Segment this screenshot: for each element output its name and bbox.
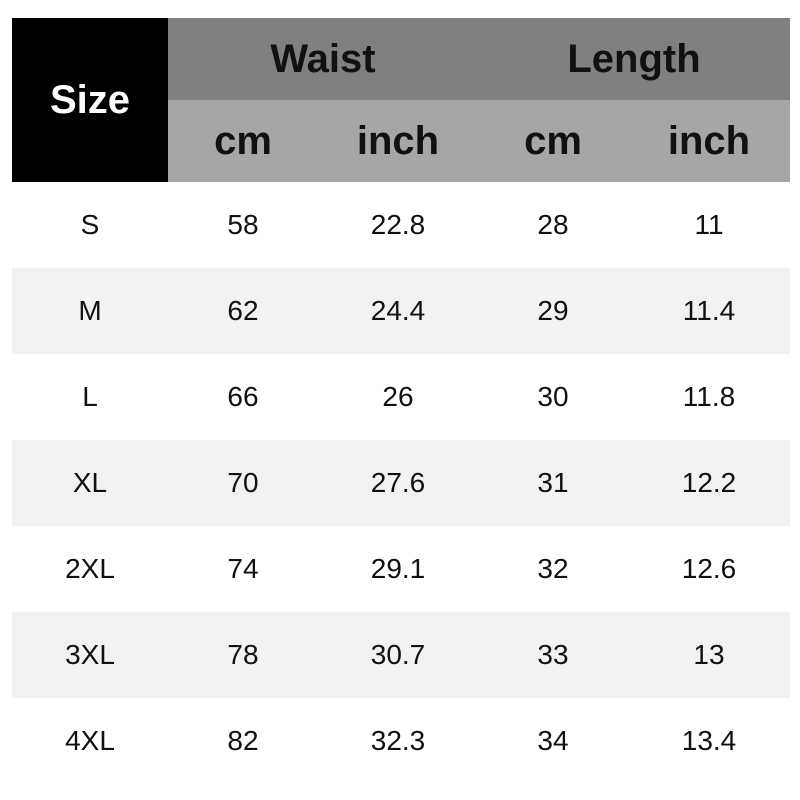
value-cell: 31 [537, 467, 569, 498]
value-cell: 11.4 [682, 295, 736, 326]
row-background [12, 698, 790, 784]
size-cell: S [80, 209, 100, 240]
value-cell: 33 [537, 639, 569, 670]
group-header: Length [478, 18, 790, 100]
value-cell: 13 [693, 639, 725, 670]
value-cell: 26 [382, 381, 414, 412]
size-cell: XL [72, 467, 108, 498]
value-cell: 12.2 [681, 467, 737, 498]
value-cell: 11 [694, 209, 724, 240]
value-cell: 32 [537, 553, 569, 584]
size-cell: L [82, 381, 98, 412]
value-cell: 30.7 [370, 639, 426, 670]
row-background [12, 182, 790, 268]
value-cell: 29 [537, 295, 569, 326]
value-cell: 12.6 [681, 553, 737, 584]
size-cell: 4XL [65, 725, 115, 756]
value-cell: 28 [537, 209, 569, 240]
unit-header: inch [318, 100, 478, 182]
value-cell: 29.1 [370, 553, 426, 584]
value-cell: 13.4 [681, 725, 737, 756]
unit-header: cm [478, 100, 628, 182]
row-background [12, 440, 790, 526]
unit-header: cm [168, 100, 318, 182]
group-header: Waist [168, 18, 478, 100]
row-background [12, 612, 790, 698]
size-cell: 2XL [65, 553, 115, 584]
row-background [12, 526, 790, 612]
value-cell: 11.8 [682, 381, 736, 412]
row-background [12, 354, 790, 440]
value-cell: 62 [227, 295, 259, 326]
size-cell: 3XL [65, 639, 115, 670]
unit-header: inch [628, 100, 790, 182]
value-cell: 27.6 [370, 467, 426, 498]
row-background [12, 268, 790, 354]
value-cell: 70 [227, 467, 259, 498]
value-cell: 24.4 [370, 295, 426, 326]
value-cell: 34 [537, 725, 569, 756]
value-cell: 82 [227, 725, 259, 756]
size-header: Size [12, 18, 168, 182]
value-cell: 78 [227, 639, 259, 670]
value-cell: 66 [227, 381, 259, 412]
value-cell: 22.8 [370, 209, 426, 240]
value-cell: 58 [227, 209, 259, 240]
size-cell: M [78, 295, 102, 326]
value-cell: 74 [227, 553, 259, 584]
value-cell: 32.3 [370, 725, 426, 756]
value-cell: 30 [537, 381, 569, 412]
